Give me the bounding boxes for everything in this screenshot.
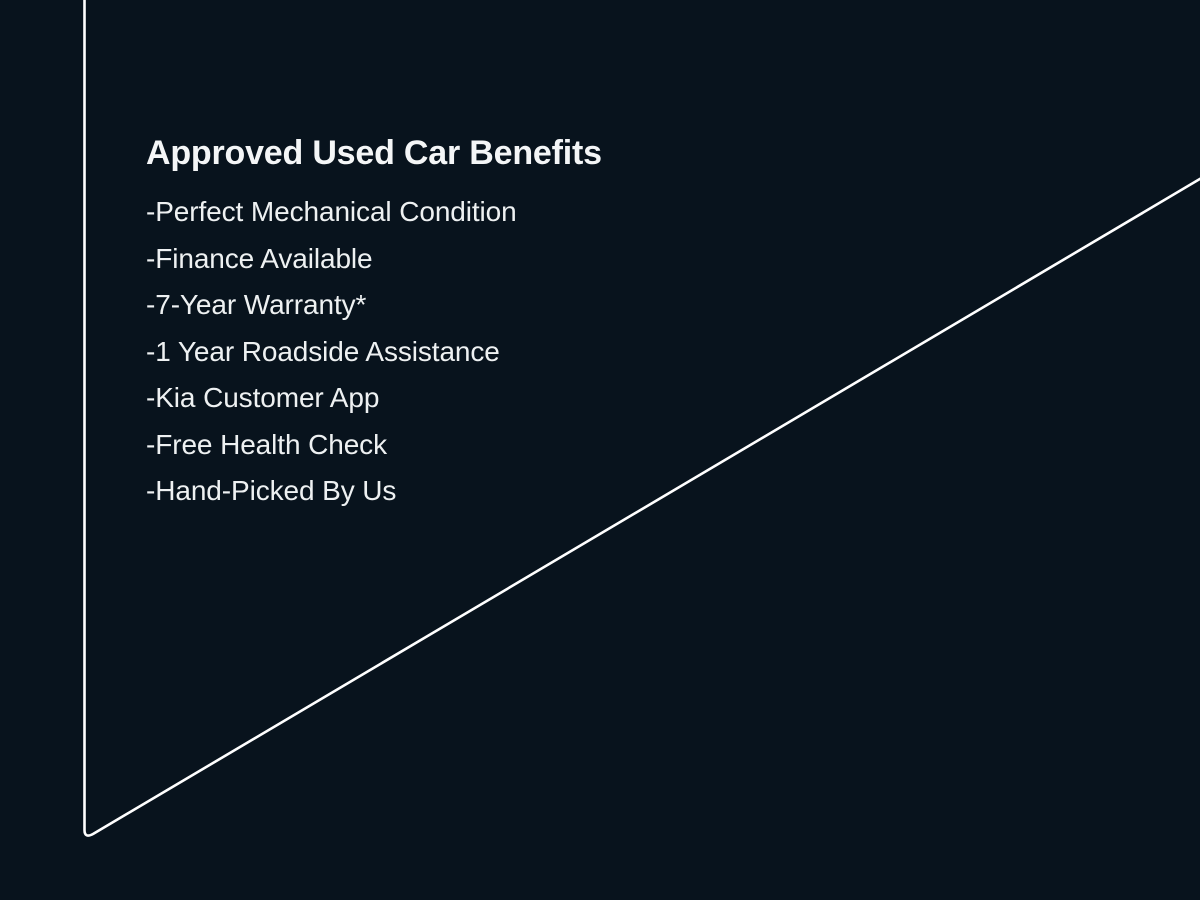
list-item: -Finance Available	[146, 236, 846, 283]
list-item: -Perfect Mechanical Condition	[146, 189, 846, 236]
list-item: -1 Year Roadside Assistance	[146, 329, 846, 376]
list-item: -Free Health Check	[146, 422, 846, 469]
list-item-label: Kia Customer App	[155, 382, 380, 413]
bullet-dash: -	[146, 475, 156, 506]
bullet-dash: -	[146, 382, 156, 413]
bullet-dash: -	[146, 196, 156, 227]
list-item-label: 1 Year Roadside Assistance	[155, 335, 500, 367]
page-title: Approved Used Car Benefits	[146, 134, 602, 172]
bullet-dash: -	[146, 289, 156, 320]
benefits-list: -Perfect Mechanical Condition -Finance A…	[146, 189, 846, 515]
benefits-content: Approved Used Car Benefits -Perfect Mech…	[146, 131, 846, 515]
list-item: -Kia Customer App	[146, 375, 846, 422]
list-item-label: Perfect Mechanical Condition	[155, 196, 517, 227]
bullet-dash: -	[146, 242, 156, 274]
bullet-dash: -	[146, 428, 156, 460]
list-item: -Hand-Picked By Us	[146, 468, 846, 515]
list-item: -7-Year Warranty*	[146, 282, 846, 329]
list-item-label: Hand-Picked By Us	[155, 475, 397, 506]
bullet-dash: -	[146, 335, 156, 367]
list-item-label: Finance Available	[155, 242, 373, 274]
list-item-label: 7-Year Warranty*	[155, 289, 367, 320]
list-item-label: Free Health Check	[155, 428, 387, 460]
